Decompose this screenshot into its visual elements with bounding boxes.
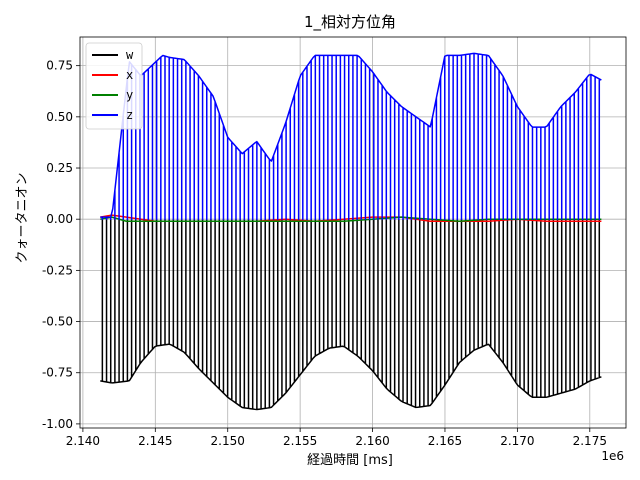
y-tick-label: 0.50 [46, 110, 73, 124]
legend-label-z: z [126, 108, 133, 122]
legend-label-x: x [126, 68, 133, 82]
x-tick-label: 2.155 [283, 434, 317, 448]
series-line-w [100, 218, 602, 411]
y-tick-label: 0.75 [46, 59, 73, 73]
series-line-y [100, 216, 602, 222]
chart-title: 1_相対方位角 [304, 13, 396, 32]
x-axis: 2.140 2.145 2.150 2.155 2.160 2.165 2.170 2.175 [66, 428, 607, 448]
x-tick-label: 2.140 [66, 434, 100, 448]
series-layer [100, 52, 602, 411]
x-tick-label: 2.150 [211, 434, 245, 448]
x-tick-label: 2.170 [500, 434, 534, 448]
x-axis-offset-label: 1e6 [601, 449, 624, 463]
y-tick-label: -0.50 [42, 315, 73, 329]
legend-label-y: y [126, 88, 133, 102]
series-line-z [100, 52, 602, 220]
y-axis: -1.00 -0.75 -0.50 -0.25 0.00 0.25 0.50 0.75 [42, 59, 80, 431]
x-tick-label: 2.175 [573, 434, 607, 448]
legend-label-w: w [126, 48, 134, 62]
y-tick-label: -0.75 [42, 366, 73, 380]
y-tick-label: 0.25 [46, 161, 73, 175]
plot-area [79, 36, 627, 429]
y-tick-label: 0.00 [46, 212, 73, 226]
legend-box [85, 42, 143, 130]
x-axis-label: 経過時間 [ms] [307, 453, 393, 468]
plot-frame [79, 36, 627, 429]
y-tick-label: -1.00 [42, 417, 73, 431]
x-tick-label: 2.165 [428, 434, 462, 448]
y-axis-label: クォータニオン [15, 172, 30, 263]
y-tick-label: -0.25 [42, 263, 73, 277]
x-tick-label: 2.160 [355, 434, 389, 448]
x-tick-label: 2.145 [138, 434, 172, 448]
